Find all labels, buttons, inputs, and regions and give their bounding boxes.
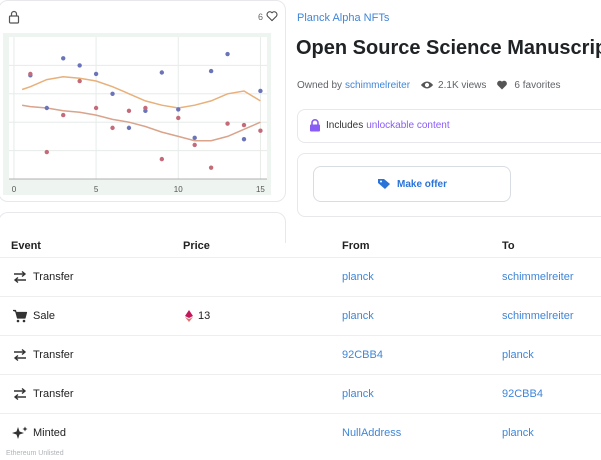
table-row[interactable]: Minted NullAddress planck [0, 413, 601, 453]
data-point [61, 56, 66, 61]
padlock-icon [310, 119, 320, 132]
ethereum-icon [185, 310, 193, 322]
lock-icon [8, 10, 20, 24]
data-point [208, 68, 214, 74]
data-point [61, 112, 66, 118]
to-link[interactable]: schimmelreiter [502, 271, 574, 283]
x-tick-label: 0 [12, 185, 17, 194]
tag-icon [377, 179, 390, 189]
make-offer-label: Make offer [396, 178, 447, 190]
from-link[interactable]: planck [342, 271, 374, 283]
data-point [126, 108, 132, 114]
data-point [126, 125, 132, 131]
data-point [110, 125, 115, 131]
data-point [176, 115, 181, 121]
from-link[interactable]: planck [342, 310, 374, 322]
x-tick-label: 15 [256, 185, 265, 194]
data-point [77, 78, 82, 84]
data-point [192, 142, 197, 148]
event-label: Sale [33, 310, 56, 322]
event-label: Transfer [33, 349, 74, 361]
trend-line [21, 76, 261, 109]
data-point [241, 122, 247, 128]
footer-text: Ethereum Unlisted [6, 450, 64, 457]
data-point [225, 51, 230, 57]
event-label: Transfer [33, 388, 74, 400]
event-label: Transfer [33, 271, 74, 283]
views-count: 2.1K views [438, 79, 487, 91]
owned-by-label: Owned by [297, 79, 343, 91]
sparkles-icon [12, 426, 28, 439]
page-title: Open Source Science Manuscript [296, 37, 601, 59]
to-link[interactable]: planck [502, 349, 534, 361]
transfer-arrows-icon [13, 387, 27, 401]
data-point [241, 137, 247, 142]
x-tick-label: 10 [174, 185, 183, 194]
data-point [93, 105, 99, 111]
heart-icon [497, 80, 508, 90]
shopping-cart-icon [13, 309, 28, 323]
data-point [44, 105, 49, 111]
data-point [143, 105, 148, 111]
scatter-chart: 0 5 10 15 [9, 37, 267, 194]
header-from: From [342, 240, 370, 252]
to-link[interactable]: 92CBB4 [502, 388, 543, 400]
data-point [110, 91, 115, 96]
table-row[interactable]: Transfer 92CBB4 planck [0, 335, 601, 375]
table-row[interactable]: Sale 13 planck schimmelreiter [0, 296, 601, 336]
transfer-arrows-icon [13, 348, 27, 362]
from-link[interactable]: 92CBB4 [342, 349, 383, 361]
heart-outline-icon[interactable] [265, 9, 279, 23]
unlockable-text: Includes unlockable content [326, 120, 450, 131]
trend-line [21, 104, 261, 142]
transfer-arrows-icon [13, 270, 27, 284]
price-value: 13 [198, 310, 211, 322]
data-point [258, 128, 263, 133]
nft-chart-image: 0 5 10 15 [3, 33, 271, 195]
offer-panel [297, 153, 601, 217]
plot-area [9, 37, 267, 179]
table-row[interactable]: Transfer planck schimmelreiter [0, 257, 601, 297]
eye-icon [420, 81, 434, 89]
unlockable-link[interactable]: unlockable content [366, 120, 450, 131]
make-offer-button[interactable]: Make offer [313, 166, 511, 202]
header-event: Event [11, 240, 41, 252]
data-point [176, 107, 181, 112]
data-point [159, 156, 165, 162]
from-link[interactable]: NullAddress [342, 427, 402, 439]
favorite-count: 6 [257, 12, 263, 22]
data-point [28, 71, 33, 77]
data-point [258, 88, 263, 94]
from-link[interactable]: planck [342, 388, 374, 400]
to-link[interactable]: schimmelreiter [502, 310, 574, 322]
data-point [225, 121, 230, 126]
event-label: Minted [33, 427, 67, 439]
favorites-count: 6 favorites [514, 79, 561, 91]
data-point [77, 63, 82, 68]
description-card [0, 212, 286, 243]
unlockable-prefix: Includes [326, 120, 364, 131]
data-point [93, 71, 99, 77]
data-point [159, 70, 165, 75]
data-point [192, 135, 197, 141]
table-row[interactable]: Transfer planck 92CBB4 [0, 374, 601, 414]
collection-link[interactable]: Planck Alpha NFTs [297, 12, 390, 24]
to-link[interactable]: planck [502, 427, 534, 439]
owner-link[interactable]: schimmelreiter [345, 79, 411, 91]
owner-row: Owned by schimmelreiter 2.1K views 6 fav… [297, 79, 561, 91]
data-point [44, 149, 49, 155]
unlockable-content-box: Includes unlockable content [297, 109, 601, 143]
price-cell: 13 [185, 310, 210, 322]
data-point [208, 165, 214, 170]
card-header: 6 [0, 1, 285, 33]
header-to: To [502, 240, 515, 252]
nft-image-card: 6 0 5 10 15 [0, 0, 286, 202]
header-price: Price [183, 240, 210, 252]
x-tick-label: 5 [94, 185, 99, 194]
